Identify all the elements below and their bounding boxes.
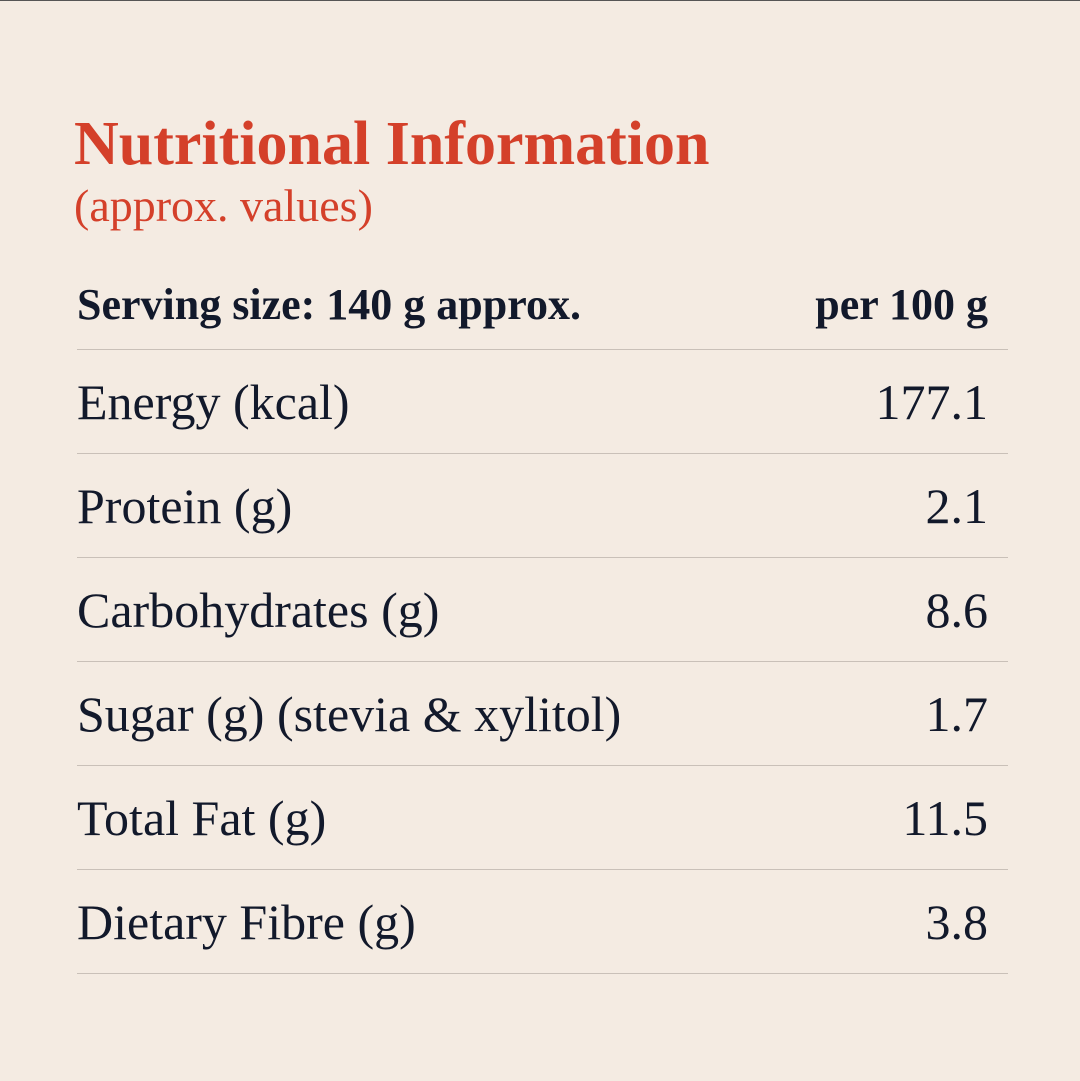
table-row: Protein (g) 2.1: [77, 454, 1008, 558]
table-row: Energy (kcal) 177.1: [77, 350, 1008, 454]
label-cell: Sugar (g) (stevia & xylitol): [77, 685, 622, 742]
label-cell: Total Fat (g): [77, 789, 327, 846]
label-cell: Protein (g): [77, 477, 293, 534]
table-row: Sugar (g) (stevia & xylitol) 1.7: [77, 662, 1008, 766]
subtitle: (approx. values): [74, 180, 373, 231]
nutrition-table: Serving size: 140 g approx. per 100 g En…: [77, 259, 1008, 974]
table-row: Total Fat (g) 11.5: [77, 766, 1008, 870]
header-cell: Serving size: 140 g approx.: [77, 279, 581, 329]
table-header: Serving size: 140 g approx. per 100 g: [77, 259, 1008, 350]
label-cell: Dietary Fibre (g): [77, 893, 416, 950]
label-cell: Energy (kcal): [77, 373, 350, 430]
value-cell: 8.6: [925, 581, 989, 638]
label-cell: Carbohydrates (g): [77, 581, 440, 638]
table-row: Dietary Fibre (g) 3.8: [77, 870, 1008, 974]
value-cell: 2.1: [925, 477, 989, 534]
value-cell: 3.8: [925, 893, 989, 950]
value-cell: 11.5: [902, 789, 988, 846]
value-cell: 177.1: [875, 373, 989, 430]
value-cell: 1.7: [925, 685, 989, 742]
header-cell: per 100 g: [815, 279, 988, 329]
table-row: Carbohydrates (g) 8.6: [77, 558, 1008, 662]
title: Nutritional Information: [74, 110, 710, 178]
